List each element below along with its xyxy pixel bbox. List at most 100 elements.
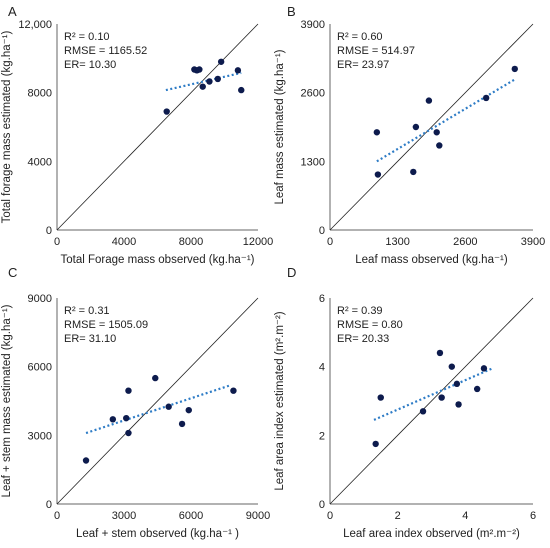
stat-line: ER= 10.30 [64, 59, 116, 71]
x-tick-label: 3900 [521, 236, 545, 248]
data-point [109, 416, 117, 423]
y-axis-label: Total forage mass estimated (kg.ha⁻¹) [1, 30, 13, 223]
data-point [230, 387, 237, 394]
y-tick-label: 3000 [28, 430, 52, 442]
data-point [125, 429, 132, 437]
panel-letter-a: A [8, 4, 17, 19]
chart-c: C 0 3000 6000 9000 0 3000 6000 9000 R² = 0.31 RMSE… [1, 265, 270, 540]
data-point [448, 363, 455, 370]
y-tick-label: 6 [319, 293, 325, 305]
data-point [217, 58, 225, 65]
data-point [206, 78, 213, 85]
data-point [453, 380, 461, 388]
x-tick-label: 8000 [179, 236, 203, 248]
y-axis-label: Leaf area index estimated (m².m⁻²) [274, 311, 286, 490]
trendline [373, 367, 493, 421]
y-tick-label: 3900 [301, 19, 325, 31]
data-point [410, 168, 417, 176]
x-tick-label: 4 [462, 510, 468, 522]
stat-line: RMSE = 0.80 [337, 319, 403, 331]
y-tick-label: 12,000 [18, 19, 52, 31]
stat-line: R² = 0.39 [337, 305, 383, 317]
y-tick-label: 6000 [28, 362, 52, 374]
x-tick-label: 0 [327, 236, 333, 248]
x-tick-label: 0 [54, 510, 60, 522]
y-axis-label: Leaf + stem mass estimated (kg.ha⁻¹) [1, 304, 13, 497]
chart-d: D 0 2 4 6 0 2 4 6 R² = 0.39 RMSE = 0.80 ER= 20.33 Le… [274, 265, 536, 540]
stat-line: RMSE = 514.97 [337, 45, 415, 57]
data-point [372, 440, 379, 448]
identity-line [56, 297, 259, 505]
data-point [199, 83, 206, 90]
y-tick-label: 4 [319, 362, 325, 374]
x-tick-label: 4000 [112, 236, 136, 248]
y-tick-label: 1300 [301, 156, 325, 168]
y-tick-label: 9000 [28, 293, 52, 305]
data-point [163, 108, 170, 115]
stat-line: R² = 0.31 [64, 305, 110, 317]
y-tick-label: 0 [319, 225, 325, 237]
data-point [377, 394, 384, 401]
x-axis-label: Leaf + stem observed (kg.ha⁻¹ ) [76, 528, 239, 540]
trendline [165, 71, 242, 92]
y-tick-label: 8000 [28, 88, 52, 100]
x-tick-label: 2600 [453, 236, 477, 248]
y-axis-label: Leaf mass estimated (kg.ha⁻¹) [274, 49, 286, 204]
trendline [85, 383, 232, 435]
data-point [125, 387, 132, 394]
x-tick-label: 0 [327, 510, 333, 522]
data-point [480, 365, 488, 372]
data-point [436, 142, 443, 149]
stat-line: ER= 31.10 [64, 333, 116, 345]
data-point [455, 401, 462, 408]
y-tick-label: 0 [319, 499, 325, 511]
data-point [482, 94, 490, 102]
data-point [178, 420, 186, 428]
data-point [438, 394, 445, 401]
data-point [123, 414, 130, 422]
data-point [436, 349, 444, 357]
stat-line: ER= 23.97 [337, 59, 389, 71]
data-point [234, 67, 242, 74]
data-point [82, 457, 90, 464]
data-point [196, 66, 203, 73]
data-point [412, 123, 420, 131]
data-point [238, 86, 245, 94]
x-tick-label: 1300 [385, 236, 409, 248]
y-tick-label: 4000 [28, 156, 52, 168]
data-point [185, 406, 192, 414]
x-tick-label: 6 [530, 510, 536, 522]
identity-line [329, 297, 534, 505]
data-point [419, 408, 427, 415]
data-point [152, 374, 159, 382]
panel-letter-c: C [8, 265, 17, 280]
identity-line [56, 23, 259, 231]
x-axis-label: Total Forage mass observed (kg.ha⁻¹) [61, 254, 255, 266]
data-point [433, 129, 440, 136]
y-tick-label: 2 [319, 430, 325, 442]
y-tick-label: 0 [46, 499, 52, 511]
panel-letter-d: D [287, 265, 296, 280]
x-tick-label: 6000 [179, 510, 203, 522]
x-axis-label: Leaf area index observed (m².m⁻²) [343, 528, 520, 540]
x-tick-label: 2 [395, 510, 401, 522]
y-tick-label: 2600 [301, 88, 325, 100]
x-tick-label: 0 [54, 236, 60, 248]
data-point [425, 97, 433, 104]
trendline [376, 78, 516, 163]
stat-line: R² = 0.60 [337, 31, 383, 43]
panel-letter-b: B [287, 4, 296, 19]
data-point [373, 129, 381, 136]
stat-line: RMSE = 1165.52 [64, 45, 147, 57]
x-axis-label: Leaf mass observed (kg.ha⁻¹) [355, 254, 508, 266]
x-tick-label: 9000 [246, 510, 270, 522]
x-tick-label: 3000 [112, 510, 136, 522]
x-tick-label: 12000 [243, 236, 274, 248]
stat-line: R² = 0.10 [64, 31, 110, 43]
stat-line: RMSE = 1505.09 [64, 319, 148, 331]
y-tick-label: 0 [46, 225, 52, 237]
stat-line: ER= 20.33 [337, 333, 389, 345]
data-point [165, 403, 172, 410]
data-point [511, 65, 518, 73]
